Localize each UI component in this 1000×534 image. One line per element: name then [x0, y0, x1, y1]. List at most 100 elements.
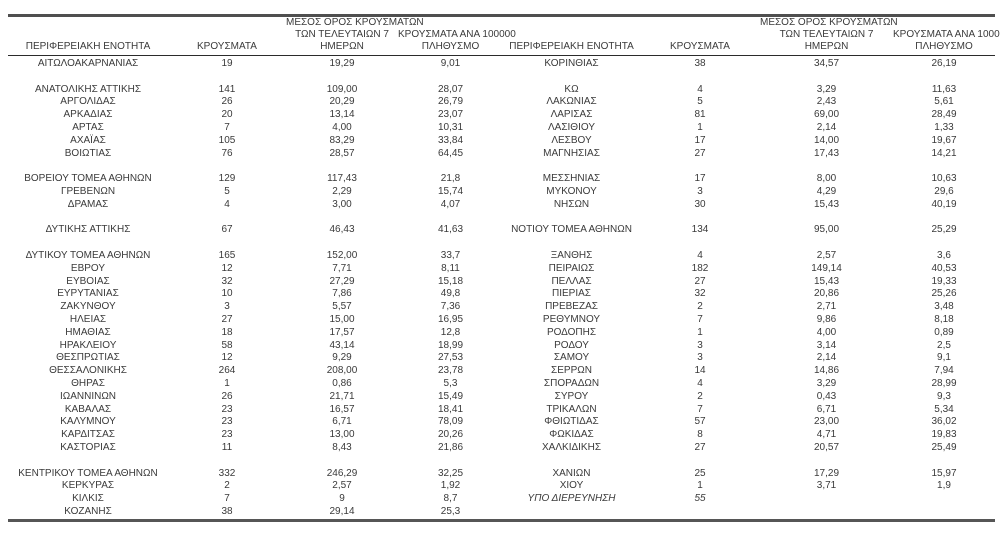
table-row: ΑΡΤΑΣ 7 4,00 10,31 ΛΑΣΙΘΙΟΥ 1 2,14 1,33 [8, 122, 995, 135]
cases-cell [640, 237, 760, 250]
cases-cell: 17 [694, 173, 706, 185]
table-row: ΚΕΡΚΥΡΑΣ 2 2,57 1,92 ΧΙΟΥ 1 3,71 1,9 [8, 480, 995, 493]
avg7-cell [286, 71, 398, 84]
cases-cell: 5 [224, 185, 230, 197]
avg7-cell: 8,00 [816, 173, 837, 185]
avg7-cell: 7,86 [332, 288, 352, 300]
col-header-per100k-left: ΚΡΟΥΣΜΑΤΑ ΑΝΑ 100000 ΠΛΗΘΥΣΜΟ [398, 15, 516, 56]
per100k-cell: 1,9 [937, 480, 951, 492]
per100k-cell [893, 506, 995, 520]
region-cell: ΧΙΟΥ [559, 480, 584, 492]
avg7-cell: 95,00 [813, 224, 840, 236]
cases-cell: 67 [221, 224, 233, 236]
avg7-cell: 27,29 [329, 275, 355, 287]
region-cell: ΔΡΑΜΑΣ [67, 198, 109, 210]
region-cell: ΑΡΤΑΣ [72, 121, 104, 133]
cases-cell [168, 212, 286, 225]
per100k-cell: 2,5 [937, 339, 951, 351]
cases-cell: 19 [221, 58, 233, 69]
avg7-cell [760, 237, 893, 250]
avg7-cell: 17,29 [813, 467, 840, 479]
per100k-cell: 1,33 [934, 121, 954, 133]
avg7-cell: 13,14 [329, 109, 355, 121]
avg7-cell: 0,43 [816, 390, 837, 402]
per100k-cell: 33,7 [440, 249, 461, 261]
cases-cell: 4 [697, 83, 703, 95]
per100k-cell: 15,74 [437, 185, 464, 197]
per100k-cell: 15,49 [437, 390, 464, 402]
avg7-cell [760, 71, 893, 84]
region-cell: ΠΕΙΡΑΙΩΣ [548, 262, 595, 274]
per100k-cell: 64,45 [437, 147, 464, 159]
cases-cell: 14 [694, 365, 706, 377]
header-row: ΠΕΡΙΦΕΡΕΙΑΚΗ ΕΝΟΤΗΤΑ ΚΡΟΥΣΜΑΤΑ ΜΕΣΟΣ ΟΡΟ… [8, 15, 1000, 56]
avg7-cell: 3,71 [816, 480, 837, 492]
avg7-cell: 8,43 [332, 441, 352, 453]
region-cell: ΚΟΖΑΝΗΣ [64, 505, 112, 517]
per100k-cell: 4,07 [440, 198, 461, 210]
avg7-cell: 3,00 [332, 198, 352, 210]
avg7-cell: 5,57 [332, 301, 352, 313]
per100k-cell: 5,3 [443, 377, 458, 389]
per100k-cell: 28,49 [931, 109, 957, 121]
region-cell: ΥΠΟ ΔΙΕΡΕΥΝΗΣΗ [527, 493, 616, 505]
per100k-cell: 78,09 [437, 416, 464, 428]
per100k-cell: 49,8 [440, 288, 461, 300]
region-cell [8, 212, 168, 225]
per100k-cell: 11,63 [931, 83, 957, 95]
avg7-cell [286, 237, 398, 250]
cases-cell: 27 [694, 275, 706, 287]
avg7-cell: 9,86 [816, 313, 837, 325]
region-cell: ΓΡΕΒΕΝΩΝ [60, 185, 116, 197]
region-cell [503, 506, 640, 520]
region-cell: ΑΧΑΪΑΣ [70, 134, 106, 146]
per100k-cell: 20,26 [437, 429, 464, 441]
col-header-per100k-right: ΚΡΟΥΣΜΑΤΑ ΑΝΑ 100000 ΠΛΗΘΥΣΜΟ [893, 15, 1000, 56]
per100k-cell [398, 71, 503, 84]
region-cell: ΛΑΡΙΣΑΣ [550, 109, 593, 121]
avg7-cell: 23,00 [813, 416, 840, 428]
region-cell: ΗΡΑΚΛΕΙΟΥ [59, 339, 117, 351]
cases-cell: 134 [691, 224, 709, 236]
region-cell: ΝΟΤΙΟΥ ΤΟΜΕΑ ΑΘΗΝΩΝ [511, 224, 632, 236]
region-cell: ΣΥΡΟΥ [554, 390, 589, 402]
region-cell: ΚΕΡΚΥΡΑΣ [61, 480, 115, 492]
col-header-label: ΗΜΕΡΩΝ [804, 41, 849, 52]
table-row: ΚΙΛΚΙΣ 7 9 8,7 ΥΠΟ ΔΙΕΡΕΥΝΗΣΗ 55 [8, 493, 995, 506]
avg7-cell [760, 455, 893, 468]
col-header-label: ΚΡΟΥΣΜΑΤΑ ΑΝΑ 100000 [398, 29, 516, 40]
col-header-label: ΚΡΟΥΣΜΑΤΑ [670, 41, 730, 52]
region-cell: ΜΥΚΟΝΟΥ [546, 185, 597, 197]
region-cell: ΤΡΙΚΑΛΩΝ [546, 403, 597, 415]
col-header-avg7-right: ΜΕΣΟΣ ΟΡΟΣ ΚΡΟΥΣΜΑΤΩΝ ΤΩΝ ΤΕΛΕΥΤΑΙΩΝ 7 Η… [760, 15, 898, 56]
cases-cell: 7 [224, 493, 230, 505]
region-cell: ΗΜΑΘΙΑΣ [65, 326, 111, 338]
region-cell: ΛΕΣΒΟΥ [551, 134, 592, 146]
table-row: ΚΑΛΥΜΝΟΥ 23 6,71 78,09 ΦΘΙΩΤΙΔΑΣ 57 23,00 36,02 [8, 416, 995, 429]
per100k-cell: 10,63 [931, 173, 957, 185]
per100k-cell [893, 71, 995, 84]
table-row: ΘΗΡΑΣ 1 0,86 5,3 ΣΠΟΡΑΔΩΝ 4 3,29 28,99 [8, 378, 995, 391]
region-cell [8, 455, 168, 468]
col-header-region-left: ΠΕΡΙΦΕΡΕΙΑΚΗ ΕΝΟΤΗΤΑ [8, 15, 168, 56]
region-cell: ΑΡΓΟΛΙΔΑΣ [60, 96, 116, 108]
per100k-cell: 26,19 [931, 58, 957, 69]
cases-cell: 5 [697, 96, 703, 108]
avg7-cell: 208,00 [326, 365, 358, 377]
region-cell: ΣΕΡΡΩΝ [551, 365, 592, 377]
cases-cell: 58 [221, 339, 233, 351]
avg7-cell: 152,00 [326, 249, 358, 261]
per100k-cell: 28,99 [931, 377, 957, 389]
cases-cell [640, 506, 760, 520]
region-cell: ΚΑΛΥΜΝΟΥ [60, 416, 116, 428]
cases-cell: 182 [691, 262, 709, 274]
per100k-cell: 9,01 [440, 58, 461, 69]
table-body: ΑΙΤΩΛΟΑΚΑΡΝΑΝΙΑΣ 19 19,29 9,01 ΚΟΡΙΝΘΙΑΣ 38 34… [8, 56, 995, 521]
table-row: ΑΡΓΟΛΙΔΑΣ 26 20,29 26,79 ΛΑΚΩΝΙΑΣ 5 2,43 5,61 [8, 96, 995, 109]
cases-cell: 23 [221, 403, 233, 415]
region-cell: ΚΟΡΙΝΘΙΑΣ [544, 58, 599, 69]
per100k-cell: 14,21 [931, 147, 957, 159]
region-cell: ΧΑΝΙΩΝ [552, 467, 591, 479]
per100k-cell: 8,7 [443, 493, 458, 505]
per100k-cell [893, 455, 995, 468]
